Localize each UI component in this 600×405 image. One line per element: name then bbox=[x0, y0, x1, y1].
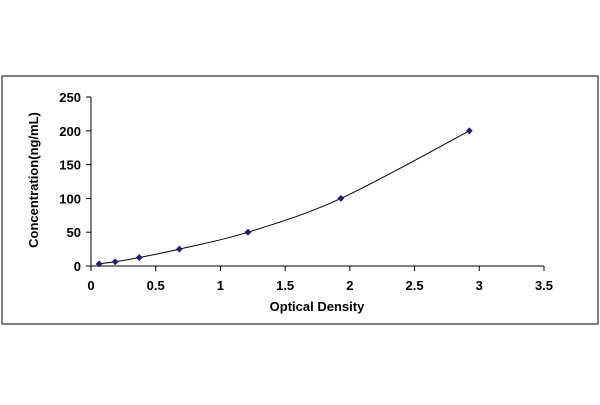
y-tick-label: 200 bbox=[59, 124, 81, 139]
y-axis-title: Concentration(ng/mL) bbox=[26, 112, 41, 248]
chart-border bbox=[1, 75, 599, 325]
y-axis-ticks: 0 50 100 150 200 250 bbox=[59, 90, 91, 274]
x-tick-label: 3.5 bbox=[535, 278, 553, 293]
x-tick-label: 2.5 bbox=[406, 278, 424, 293]
data-point bbox=[465, 127, 473, 135]
y-tick-label: 250 bbox=[59, 90, 81, 105]
x-tick-label: 2 bbox=[346, 278, 353, 293]
x-tick-label: 1.5 bbox=[276, 278, 294, 293]
data-points bbox=[95, 127, 473, 268]
data-point bbox=[244, 228, 252, 236]
y-tick-label: 50 bbox=[67, 225, 81, 240]
data-point bbox=[337, 194, 345, 202]
data-point bbox=[135, 253, 143, 262]
data-point bbox=[95, 260, 103, 268]
y-tick-label: 0 bbox=[74, 259, 81, 274]
x-tick-label: 3 bbox=[476, 278, 483, 293]
axes bbox=[90, 97, 544, 267]
data-point bbox=[175, 245, 183, 253]
x-tick-label: 1 bbox=[217, 278, 224, 293]
y-tick-label: 100 bbox=[59, 191, 81, 206]
data-point bbox=[111, 258, 119, 266]
x-tick-label: 0.5 bbox=[147, 278, 165, 293]
y-tick-label: 150 bbox=[59, 158, 81, 173]
x-tick-label: 0 bbox=[87, 278, 94, 293]
x-axis-title: Optical Density bbox=[270, 299, 365, 314]
x-axis-ticks: 0 0.5 1 1.5 2 2.5 3 3.5 bbox=[87, 266, 553, 293]
